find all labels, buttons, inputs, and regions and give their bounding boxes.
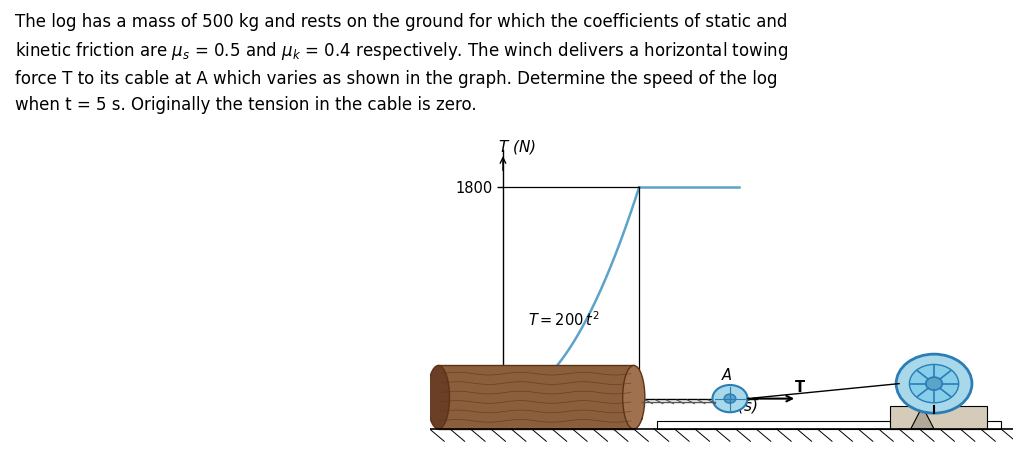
Text: $T = 200\,t^2$: $T = 200\,t^2$: [528, 311, 599, 329]
Circle shape: [712, 385, 748, 412]
Text: $t$ (s): $t$ (s): [726, 397, 758, 415]
Circle shape: [724, 394, 736, 403]
Ellipse shape: [428, 365, 449, 429]
Polygon shape: [890, 406, 986, 429]
Polygon shape: [439, 365, 633, 429]
Text: T: T: [795, 380, 805, 395]
Text: $T$ (N): $T$ (N): [497, 138, 535, 156]
Polygon shape: [657, 421, 1002, 429]
Text: A: A: [722, 368, 732, 383]
Polygon shape: [910, 406, 934, 429]
Circle shape: [909, 365, 959, 403]
Circle shape: [896, 354, 972, 413]
Circle shape: [926, 377, 942, 390]
Text: The log has a mass of 500 kg and rests on the ground for which the coefficients : The log has a mass of 500 kg and rests o…: [15, 14, 789, 114]
Ellipse shape: [623, 365, 644, 429]
